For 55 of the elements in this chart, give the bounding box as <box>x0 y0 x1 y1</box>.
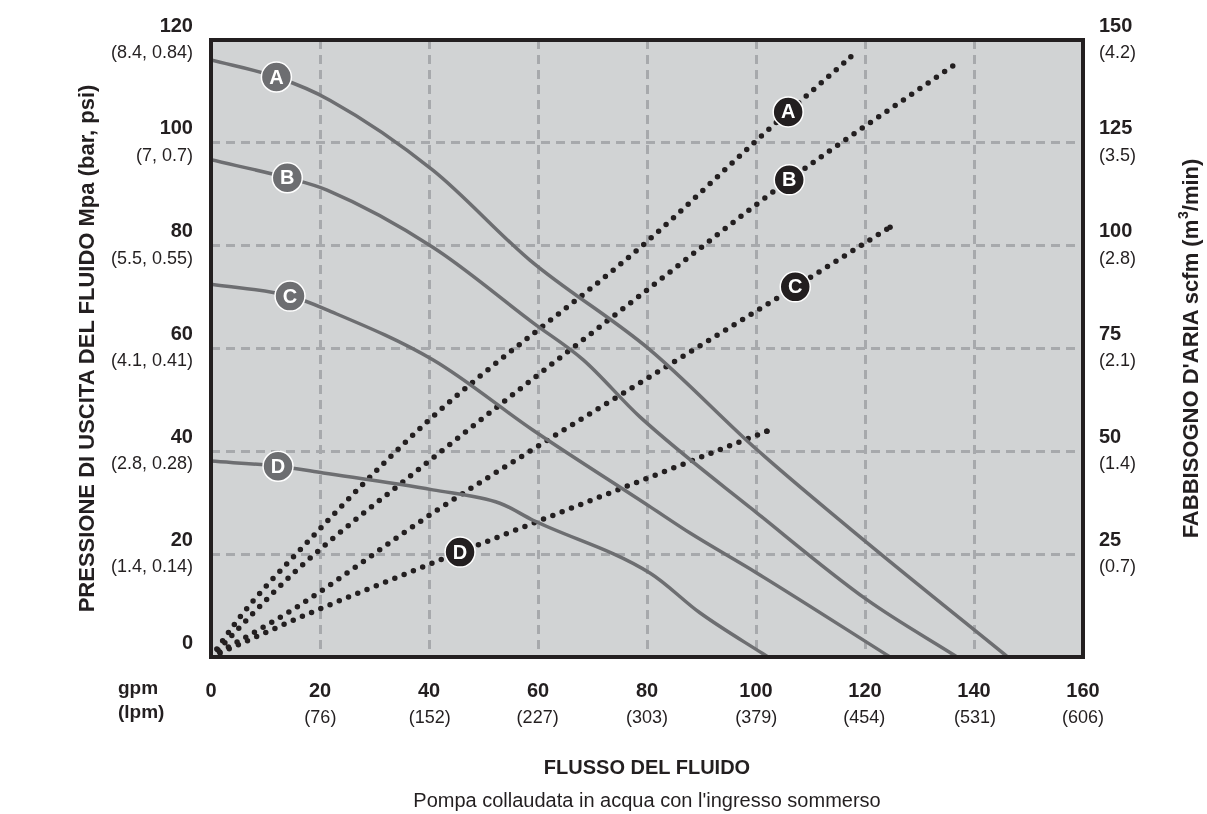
y-tick-label: 20 <box>170 527 193 550</box>
x2-tick-label: (454) <box>843 706 886 727</box>
series-label: C <box>788 275 803 298</box>
y2-tick-label: 25 <box>1099 527 1122 550</box>
y2-tick-label: 75 <box>1099 322 1122 345</box>
x-tick-label: 140 <box>957 678 991 701</box>
y2-axis-title: FABBISOGNO D'ARIA scfm (m3/min) <box>1174 158 1204 539</box>
y3-tick-label: (2.1) <box>1099 350 1137 371</box>
x2-tick-label: (379) <box>735 706 778 727</box>
series-label: B <box>782 168 797 191</box>
y-tick-label: 100 <box>159 116 193 139</box>
x-tick-label: 100 <box>739 678 773 701</box>
y3-tick-label: (0.7) <box>1099 556 1137 577</box>
x2-tick-label: (76) <box>304 706 337 727</box>
y2-tick-label: 100 <box>1099 219 1133 242</box>
y2-tick-label: 150 <box>1099 13 1133 36</box>
y2-tick-label: 125 <box>1099 116 1133 139</box>
y3-tick-label: (3.5) <box>1099 144 1137 165</box>
x2-tick-label: (303) <box>625 706 669 727</box>
y-tick-label: 120 <box>159 13 193 36</box>
series-label: B <box>280 166 295 189</box>
x-tick-label: 0 <box>205 678 217 701</box>
x-tick-label: 160 <box>1066 678 1100 701</box>
x2-tick-label: (227) <box>516 706 559 727</box>
y3-tick-label: (2.8) <box>1099 247 1137 268</box>
y-tick-label: 0 <box>181 630 193 653</box>
text: gpm (lpm) <box>118 677 165 723</box>
series-label: D <box>452 540 468 563</box>
text: (4.1, 0.41) <box>110 350 193 371</box>
x-tick-label: 80 <box>635 678 659 701</box>
y-tick-label: 80 <box>170 219 193 242</box>
series-label: D <box>270 454 286 477</box>
y-axis-title: PRESSIONE DI USCITA DEL FLUIDO Mpa (bar, psi) <box>74 84 100 613</box>
x-tick-label: 40 <box>417 678 441 701</box>
text: (5.5, 0.55) <box>110 247 193 268</box>
y3-tick-label: (4.2) <box>1099 41 1137 62</box>
y-tick-label: 40 <box>170 424 193 447</box>
x-axis-title: FLUSSO DEL FLUIDO <box>543 755 751 778</box>
x2-tick-label: (152) <box>408 706 451 727</box>
text: (8.4, 0.84) <box>110 41 193 62</box>
series-label: A <box>269 65 284 88</box>
series-label: A <box>780 100 796 123</box>
text: Pompa collaudata in acqua con l'ingresso sommerso <box>413 788 881 811</box>
x2-tick-label: (531) <box>954 706 997 727</box>
x-tick-label: 20 <box>308 678 332 701</box>
text: (2.8, 0.28) <box>110 453 193 474</box>
y3-tick-label: (1.4) <box>1099 453 1137 474</box>
text: (7, 0.7) <box>135 144 193 165</box>
y2-tick-label: 50 <box>1099 424 1122 447</box>
series-label: C <box>282 284 298 307</box>
y-tick-label: 60 <box>170 322 193 345</box>
x2-tick-label: (606) <box>1061 706 1105 727</box>
x-tick-label: 60 <box>526 678 550 701</box>
text: (1.4, 0.14) <box>110 556 193 577</box>
x-tick-label: 120 <box>848 678 882 701</box>
